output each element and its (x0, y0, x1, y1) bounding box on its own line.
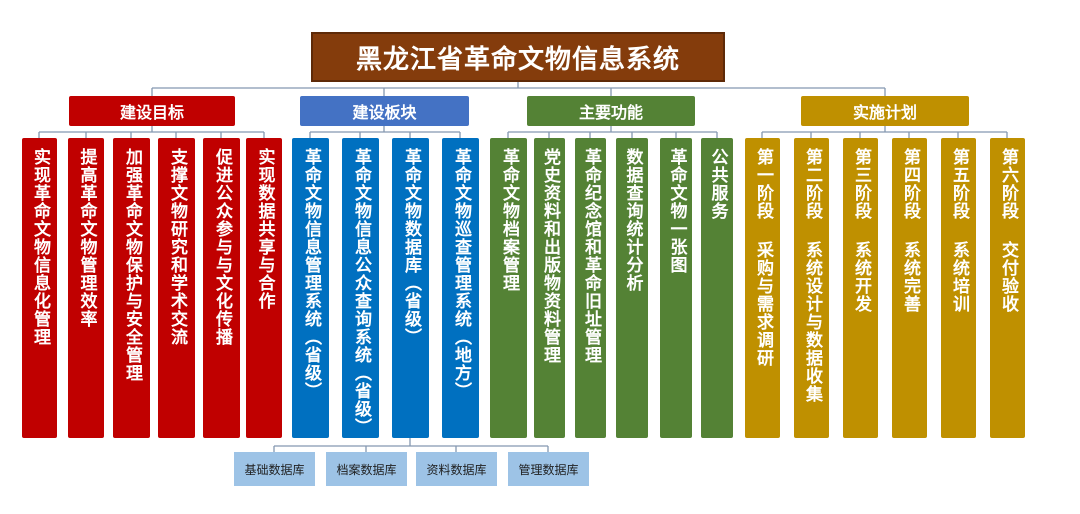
goal-item: 促进公众参与与文化传播 (203, 138, 240, 438)
module-item: 革命文物数据库（省级） (392, 138, 429, 438)
database-item: 基础数据库 (234, 452, 315, 486)
module-item: 革命文物巡查管理系统（地方） (442, 138, 479, 438)
category-construction-modules: 建设板块 (300, 96, 469, 126)
module-item: 革命文物信息公众查询系统（省级） (342, 138, 379, 438)
category-implementation-plan: 实施计划 (801, 96, 969, 126)
function-item: 公共服务 (701, 138, 733, 438)
plan-phase-item: 第四阶段 系统完善 (892, 138, 927, 438)
plan-phase-item: 第二阶段 系统设计与数据收集 (794, 138, 829, 438)
function-item: 革命文物档案管理 (490, 138, 527, 438)
goal-item: 实现数据共享与合作 (246, 138, 282, 438)
goal-item: 实现革命文物信息化管理 (22, 138, 57, 438)
plan-phase-item: 第三阶段 系统开发 (843, 138, 878, 438)
plan-phase-item: 第一阶段 采购与需求调研 (745, 138, 780, 438)
plan-phase-item: 第六阶段 交付验收 (990, 138, 1025, 438)
category-main-functions: 主要功能 (527, 96, 695, 126)
function-item: 党史资料和出版物资料管理 (534, 138, 565, 438)
function-item: 革命文物一张图 (660, 138, 692, 438)
goal-item: 提高革命文物管理效率 (68, 138, 104, 438)
database-item: 资料数据库 (416, 452, 497, 486)
category-construction-goals: 建设目标 (69, 96, 235, 126)
database-item: 档案数据库 (326, 452, 407, 486)
system-title: 黑龙江省革命文物信息系统 (311, 32, 725, 82)
database-item: 管理数据库 (508, 452, 589, 486)
goal-item: 支撑文物研究和学术交流 (158, 138, 195, 438)
function-item: 数据查询统计分析 (616, 138, 648, 438)
goal-item: 加强革命文物保护与安全管理 (113, 138, 150, 438)
function-item: 革命纪念馆和革命旧址管理 (575, 138, 606, 438)
plan-phase-item: 第五阶段 系统培训 (941, 138, 976, 438)
module-item: 革命文物信息管理系统（省级） (292, 138, 329, 438)
